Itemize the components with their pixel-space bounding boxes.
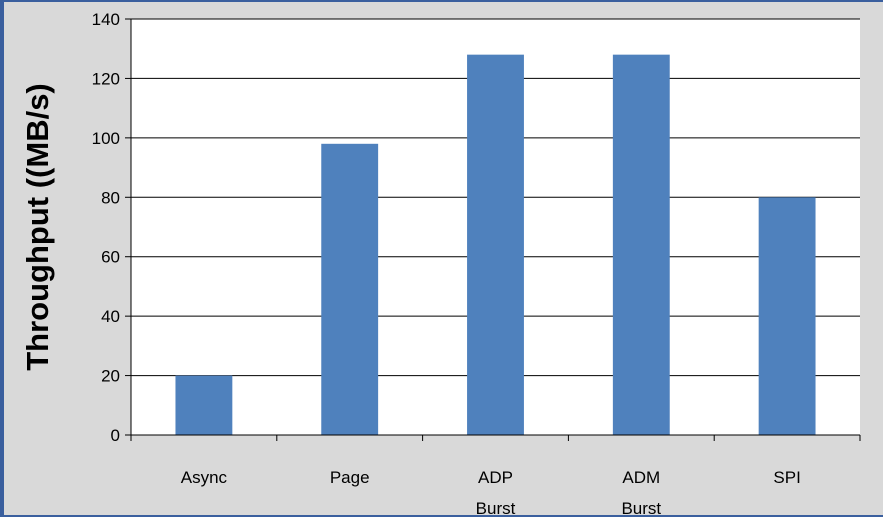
y-tick-label: 80 xyxy=(101,188,120,207)
y-tick-label: 140 xyxy=(92,10,120,29)
x-tick-labels: Async Page ADP Burst ADM Burst SPI xyxy=(181,468,801,517)
bar xyxy=(175,375,233,435)
bar xyxy=(758,197,816,435)
bar xyxy=(612,54,670,436)
bar xyxy=(467,54,524,436)
y-tick-label: 20 xyxy=(101,367,120,386)
y-axis-title: Throughput ((MB/s) xyxy=(20,83,55,371)
x-tick-label: ADP Burst xyxy=(476,468,516,517)
y-tick-label: 100 xyxy=(92,129,120,148)
bars xyxy=(175,54,816,436)
y-tick-label: 0 xyxy=(111,426,120,445)
x-tick-label: SPI xyxy=(773,468,800,487)
x-tick-label: ADM Burst xyxy=(621,468,661,517)
y-tick-label: 40 xyxy=(101,307,120,326)
y-tick-label: 120 xyxy=(92,69,120,88)
x-tick-label: Async xyxy=(181,468,228,487)
axes xyxy=(125,18,861,441)
x-tick-label: Page xyxy=(330,468,370,487)
y-tick-label: 60 xyxy=(101,248,120,267)
y-tick-labels: 0 20 40 60 80 100 120 140 xyxy=(92,10,120,445)
bar xyxy=(321,143,379,436)
